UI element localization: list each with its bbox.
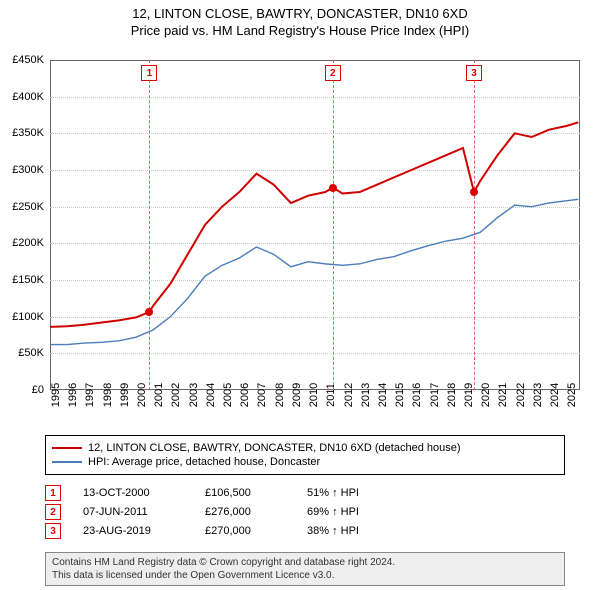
legend-swatch-1 (52, 447, 82, 449)
footer-line-2: This data is licensed under the Open Gov… (52, 569, 558, 582)
callout-date: 07-JUN-2011 (83, 506, 183, 518)
callout-diff: 69% ↑ HPI (307, 506, 359, 518)
callout-table-row: 1 13-OCT-2000 £106,500 51% ↑ HPI (45, 485, 359, 501)
ytick-label: £300K (0, 164, 44, 176)
ytick-label: £150K (0, 274, 44, 286)
callout-price: £270,000 (205, 525, 285, 537)
callout-table-row: 2 07-JUN-2011 £276,000 69% ↑ HPI (45, 504, 359, 520)
ytick-label: £100K (0, 311, 44, 323)
callout-marker (329, 184, 337, 192)
ytick-label: £450K (0, 54, 44, 66)
title-line-2: Price paid vs. HM Land Registry's House … (0, 23, 600, 40)
legend-row: 12, LINTON CLOSE, BAWTRY, DONCASTER, DN1… (52, 442, 558, 454)
callout-box: 1 (141, 65, 157, 81)
chart-svg (50, 60, 580, 390)
footer-box: Contains HM Land Registry data © Crown c… (45, 552, 565, 586)
callout-price: £106,500 (205, 487, 285, 499)
callout-ref-box: 2 (45, 504, 61, 520)
callout-diff: 38% ↑ HPI (307, 525, 359, 537)
callout-ref-box: 1 (45, 485, 61, 501)
series-line (50, 122, 578, 327)
legend-label-2: HPI: Average price, detached house, Donc… (88, 456, 320, 468)
legend-row: HPI: Average price, detached house, Donc… (52, 456, 558, 468)
footer-line-1: Contains HM Land Registry data © Crown c… (52, 556, 558, 569)
legend-box: 12, LINTON CLOSE, BAWTRY, DONCASTER, DN1… (45, 435, 565, 475)
chart-container: 12, LINTON CLOSE, BAWTRY, DONCASTER, DN1… (0, 0, 600, 590)
series-line (50, 199, 578, 344)
title-line-1: 12, LINTON CLOSE, BAWTRY, DONCASTER, DN1… (0, 6, 600, 23)
callout-table-row: 3 23-AUG-2019 £270,000 38% ↑ HPI (45, 523, 359, 539)
callout-diff: 51% ↑ HPI (307, 487, 359, 499)
legend-label-1: 12, LINTON CLOSE, BAWTRY, DONCASTER, DN1… (88, 442, 461, 454)
callout-table: 1 13-OCT-2000 £106,500 51% ↑ HPI 2 07-JUN-201… (45, 482, 359, 542)
chart-area: £0£50K£100K£150K£200K£250K£300K£350K£400… (50, 60, 580, 390)
callout-ref-box: 3 (45, 523, 61, 539)
callout-box: 3 (466, 65, 482, 81)
callout-date: 13-OCT-2000 (83, 487, 183, 499)
ytick-label: £200K (0, 237, 44, 249)
ytick-label: £350K (0, 127, 44, 139)
callout-box: 2 (325, 65, 341, 81)
callout-date: 23-AUG-2019 (83, 525, 183, 537)
ytick-label: £400K (0, 91, 44, 103)
callout-marker (470, 188, 478, 196)
callout-marker (145, 308, 153, 316)
callout-price: £276,000 (205, 506, 285, 518)
title-block: 12, LINTON CLOSE, BAWTRY, DONCASTER, DN1… (0, 0, 600, 40)
ytick-label: £50K (0, 347, 44, 359)
legend-swatch-2 (52, 461, 82, 463)
ytick-label: £250K (0, 201, 44, 213)
ytick-label: £0 (0, 384, 44, 396)
